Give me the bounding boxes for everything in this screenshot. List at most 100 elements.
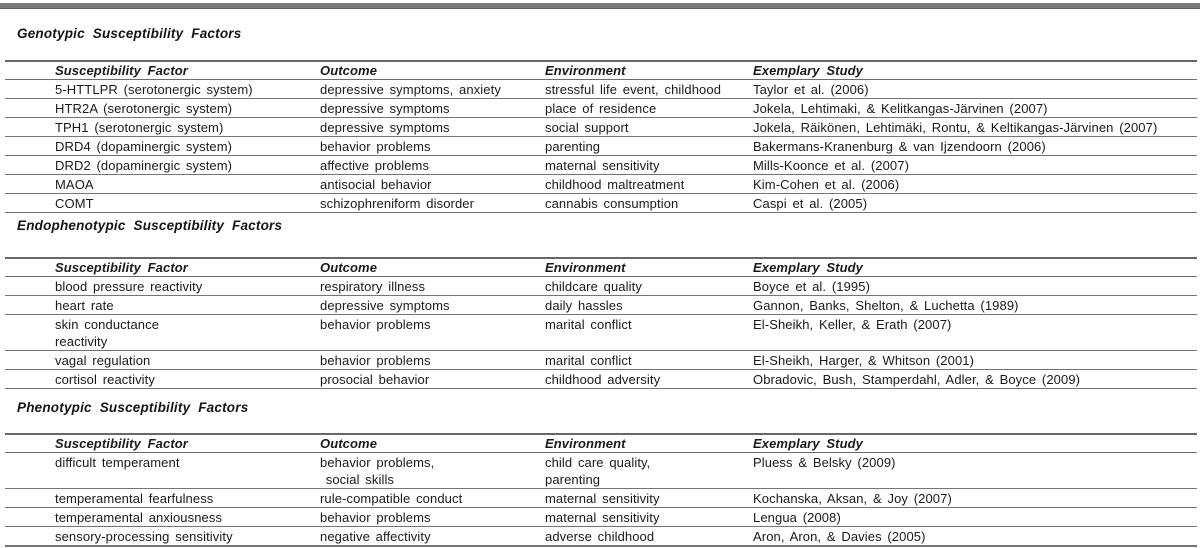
table-row: 5-HTTLPR (serotonergic system) depressive… (5, 79, 1197, 99)
table-cell: place of residence (545, 98, 753, 118)
column-header-exemplary-study: Exemplary Study (753, 258, 1197, 277)
table-cell: Lengua (2008) (753, 507, 1197, 527)
table-row: heart rate depressive symptoms daily hassl… (5, 295, 1197, 315)
table-row: vagal regulation behavior problems marital… (5, 350, 1197, 370)
table-cell: behavior problems (320, 350, 545, 370)
table-row: difficult temperament behavior problems, … (5, 452, 1197, 489)
table-cell: prosocial behavior (320, 369, 545, 389)
table-cell: TPH1 (serotonergic system) (5, 117, 320, 137)
table-cell: maternal sensitivity (545, 488, 753, 508)
table-row: temperamental anxiousness behavior proble… (5, 507, 1197, 527)
table-cell: stressful life event, childhood (545, 79, 753, 99)
table-cell: respiratory illness (320, 276, 545, 296)
table-cell: Jokela, Räikönen, Lehtimäki, Rontu, & Ke… (753, 117, 1197, 137)
table-cell: MAOA (5, 174, 320, 194)
section-title-genotypic: Genotypic Susceptibility Factors (17, 26, 242, 41)
table-cell: negative affectivity (320, 526, 545, 546)
table-cell: behavior problems (320, 507, 545, 527)
table-cell: DRD2 (dopaminergic system) (5, 155, 320, 175)
table-row: TPH1 (serotonergic system) depressive sym… (5, 117, 1197, 137)
phenotypic-table: Susceptibility Factor Outcome Environmen… (5, 433, 1197, 546)
table-cell: adverse childhood (545, 526, 753, 546)
column-header-environment: Environment (545, 61, 753, 80)
table-cell: childcare quality (545, 276, 753, 296)
table-cell: depressive symptoms (320, 295, 545, 315)
section-title-phenotypic: Phenotypic Susceptibility Factors (17, 400, 249, 415)
table-row: DRD4 (dopaminergic system) behavior probl… (5, 136, 1197, 156)
table-cell: HTR2A (serotonergic system) (5, 98, 320, 118)
table-cell: affective problems (320, 155, 545, 175)
header-row: Susceptibility Factor Outcome Environmen… (5, 434, 1197, 453)
table-cell: social support (545, 117, 753, 137)
table-row: skin conductance reactivity behavior prob… (5, 314, 1197, 351)
table-cell: DRD4 (dopaminergic system) (5, 136, 320, 156)
table-row: cortisol reactivity prosocial behavior chi… (5, 369, 1197, 389)
table-cell: daily hassles (545, 295, 753, 315)
table-cell: Obradovic, Bush, Stamperdahl, Adler, & B… (753, 369, 1197, 389)
table-cell: Boyce et al. (1995) (753, 276, 1197, 296)
table-row: temperamental fearfulness rule-compatible… (5, 488, 1197, 508)
table-cell: cannabis consumption (545, 193, 753, 213)
top-rule (0, 3, 1200, 9)
table-cell: depressive symptoms, anxiety (320, 79, 545, 99)
table-cell: childhood adversity (545, 369, 753, 389)
table-cell: Aron, Aron, & Davies (2005) (753, 526, 1197, 546)
table-cell: vagal regulation (5, 350, 320, 370)
table-cell: Bakermans-Kranenburg & van Ijzendoorn (2… (753, 136, 1197, 156)
table-row: blood pressure reactivity respiratory ill… (5, 276, 1197, 296)
table-cell: difficult temperament (5, 452, 320, 489)
table-cell: El-Sheikh, Keller, & Erath (2007) (753, 314, 1197, 351)
table-cell: Kochanska, Aksan, & Joy (2007) (753, 488, 1197, 508)
table-cell: marital conflict (545, 314, 753, 351)
table-cell: sensory-processing sensitivity (5, 526, 320, 546)
table-cell: behavior problems (320, 136, 545, 156)
table-cell: El-Sheikh, Harger, & Whitson (2001) (753, 350, 1197, 370)
table-cell: blood pressure reactivity (5, 276, 320, 296)
table-cell: Mills-Koonce et al. (2007) (753, 155, 1197, 175)
column-header-outcome: Outcome (320, 61, 545, 80)
table-cell: Jokela, Lehtimaki, & Kelitkangas-Järvine… (753, 98, 1197, 118)
table-cell: maternal sensitivity (545, 155, 753, 175)
header-row: Susceptibility Factor Outcome Environmen… (5, 258, 1197, 277)
column-header-outcome: Outcome (320, 434, 545, 453)
table-cell: childhood maltreatment (545, 174, 753, 194)
table-cell: Pluess & Belsky (2009) (753, 452, 1197, 489)
table-cell: Gannon, Banks, Shelton, & Luchetta (1989… (753, 295, 1197, 315)
column-header-susceptibility-factor: Susceptibility Factor (5, 258, 320, 277)
endophenotypic-table: Susceptibility Factor Outcome Environmen… (5, 257, 1197, 389)
table-cell: temperamental anxiousness (5, 507, 320, 527)
table-cell: marital conflict (545, 350, 753, 370)
table-cell: skin conductance reactivity (5, 314, 320, 351)
table-cell: behavior problems, social skills (320, 452, 545, 489)
table-cell: behavior problems (320, 314, 545, 351)
column-header-susceptibility-factor: Susceptibility Factor (5, 61, 320, 80)
column-header-exemplary-study: Exemplary Study (753, 434, 1197, 453)
table-cell: heart rate (5, 295, 320, 315)
column-header-environment: Environment (545, 258, 753, 277)
column-header-outcome: Outcome (320, 258, 545, 277)
table-cell: depressive symptoms (320, 98, 545, 118)
table-cell: 5-HTTLPR (serotonergic system) (5, 79, 320, 99)
table-row: DRD2 (dopaminergic system) affective prob… (5, 155, 1197, 175)
column-header-exemplary-study: Exemplary Study (753, 61, 1197, 80)
table-cell: Caspi et al. (2005) (753, 193, 1197, 213)
header-row: Susceptibility Factor Outcome Environmen… (5, 61, 1197, 80)
table-cell: maternal sensitivity (545, 507, 753, 527)
table-row: COMT schizophreniform disorder cannabis co… (5, 193, 1197, 213)
table-cell: Taylor et al. (2006) (753, 79, 1197, 99)
table-cell: temperamental fearfulness (5, 488, 320, 508)
column-header-susceptibility-factor: Susceptibility Factor (5, 434, 320, 453)
table-cell: antisocial behavior (320, 174, 545, 194)
table-cell: COMT (5, 193, 320, 213)
bottom-double-rule (5, 545, 1197, 547)
column-header-environment: Environment (545, 434, 753, 453)
table-cell: child care quality, parenting (545, 452, 753, 489)
section-title-endophenotypic: Endophenotypic Susceptibility Factors (17, 218, 283, 233)
table-cell: rule-compatible conduct (320, 488, 545, 508)
table-cell: Kim-Cohen et al. (2006) (753, 174, 1197, 194)
table-row: MAOA antisocial behavior childhood maltrea… (5, 174, 1197, 194)
table-cell: cortisol reactivity (5, 369, 320, 389)
table-cell: schizophreniform disorder (320, 193, 545, 213)
table-cell: depressive symptoms (320, 117, 545, 137)
